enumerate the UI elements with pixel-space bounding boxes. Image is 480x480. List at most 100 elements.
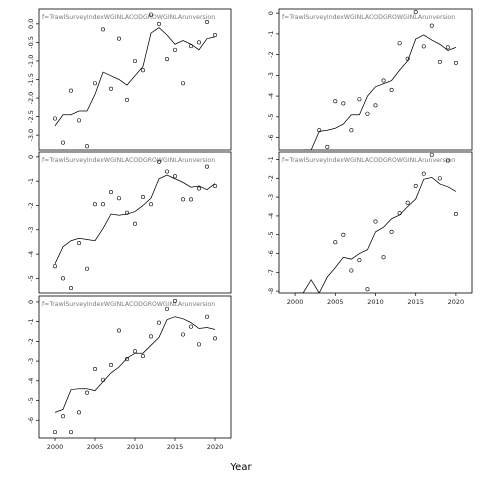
data-point	[389, 229, 394, 234]
x-tick-label: 2005	[87, 443, 104, 451]
y-tick-label: -4	[267, 93, 275, 99]
data-point	[173, 47, 178, 52]
panel-frame	[278, 8, 473, 151]
data-point	[373, 219, 378, 224]
data-point	[421, 44, 426, 49]
data-point	[125, 210, 130, 215]
data-point	[93, 81, 98, 86]
data-point	[77, 410, 82, 415]
y-tick-label: -2	[267, 51, 275, 57]
panel-5: f=TrawlSurveyIndexWGINLACODGROWGINLArunv…	[27, 295, 232, 451]
data-point	[125, 357, 130, 362]
panel-4: f=TrawlSurveyIndexWGINLACODGROWGINLArunv…	[267, 151, 473, 306]
panel-strip-label: f=TrawlSurveyIndexWGINLACODGROWGINLArunv…	[282, 14, 455, 21]
data-point	[173, 174, 178, 179]
data-point	[357, 97, 362, 102]
y-tick-label: -2	[267, 175, 275, 181]
data-point	[109, 190, 114, 195]
data-point	[52, 430, 57, 435]
plot-area	[294, 152, 458, 293]
data-point	[77, 241, 82, 246]
data-point	[189, 324, 194, 329]
y-tick-label: -5	[267, 114, 275, 120]
data-point	[77, 118, 82, 123]
data-point	[165, 57, 170, 62]
data-point	[325, 144, 330, 149]
y-tick-label: -2.5	[27, 110, 35, 123]
y-tick-label: -8	[267, 288, 275, 294]
y-tick-label: -0.5	[27, 36, 35, 49]
panel-strip-label: f=TrawlSurveyIndexWGINLACODGROWGINLArunv…	[42, 14, 215, 21]
x-tick-label: 2015	[407, 298, 424, 306]
x-tick-label: 2005	[327, 298, 344, 306]
data-point	[429, 152, 434, 157]
data-point	[205, 19, 210, 24]
data-point	[405, 200, 410, 205]
panel-2: f=TrawlSurveyIndexWGINLACODGROWGINLArunv…	[267, 8, 473, 151]
x-tick-label: 2020	[207, 443, 224, 451]
data-point	[117, 196, 122, 201]
data-point	[365, 287, 370, 292]
data-point	[149, 12, 154, 17]
data-point	[181, 332, 186, 337]
data-point	[413, 10, 418, 15]
data-point	[205, 164, 210, 169]
data-point	[181, 197, 186, 202]
y-tick-label: -7	[267, 269, 275, 275]
data-point	[101, 27, 106, 32]
data-point	[333, 99, 338, 104]
plot-area	[52, 159, 218, 291]
data-point	[60, 414, 65, 419]
data-point	[69, 88, 74, 93]
y-tick-label: -1	[267, 156, 275, 162]
data-point	[149, 202, 154, 207]
y-tick-label: -5	[267, 231, 275, 237]
data-point	[453, 60, 458, 65]
data-point	[365, 111, 370, 116]
y-tick-label: -5	[27, 275, 35, 281]
data-point	[213, 336, 218, 341]
data-point	[437, 176, 442, 181]
x-tick-label: 2020	[448, 298, 465, 306]
y-tick-label: -1	[27, 178, 35, 184]
panel-3: f=TrawlSurveyIndexWGINLACODGROWGINLArunv…	[27, 151, 232, 294]
data-point	[85, 390, 90, 395]
panels-container: f=TrawlSurveyIndexWGINLACODGROWGINLArunv…	[27, 8, 473, 451]
y-tick-label: 0	[267, 11, 275, 15]
data-point	[101, 202, 106, 207]
y-tick-label: -5	[27, 397, 35, 403]
y-tick-label: -2	[27, 202, 35, 208]
y-tick-label: -6	[27, 417, 35, 423]
data-point	[445, 158, 450, 163]
data-point	[141, 68, 146, 73]
panel-frame	[278, 151, 473, 294]
y-tick-label: -6	[267, 134, 275, 140]
data-point	[349, 268, 354, 273]
fitted-trend-line	[295, 176, 457, 293]
y-tick-label: -3	[27, 358, 35, 364]
data-point	[125, 97, 130, 102]
y-tick-label: -2.0	[27, 92, 35, 105]
fitted-trend-line	[302, 34, 457, 150]
y-tick-label: 0	[27, 300, 35, 304]
x-tick-label: 2010	[127, 443, 144, 451]
panel-strip-label: f=TrawlSurveyIndexWGINLACODGROWGINLArunv…	[42, 301, 215, 308]
data-point	[85, 144, 90, 149]
panel-strip-label: f=TrawlSurveyIndexWGINLACODGROWGINLArunv…	[42, 157, 215, 164]
fitted-trend-line	[54, 316, 216, 413]
data-point	[341, 101, 346, 106]
data-point	[197, 342, 202, 347]
data-point	[109, 363, 114, 368]
y-tick-label: -3	[267, 72, 275, 78]
plot-area	[302, 10, 458, 150]
data-point	[333, 240, 338, 245]
panel-frame	[38, 151, 232, 294]
y-tick-label: -4	[27, 378, 35, 384]
data-point	[421, 171, 426, 176]
data-point	[165, 306, 170, 311]
y-tick-label: -3	[27, 227, 35, 233]
data-point	[60, 140, 65, 145]
data-point	[69, 430, 74, 435]
data-point	[60, 276, 65, 281]
data-point	[213, 32, 218, 37]
